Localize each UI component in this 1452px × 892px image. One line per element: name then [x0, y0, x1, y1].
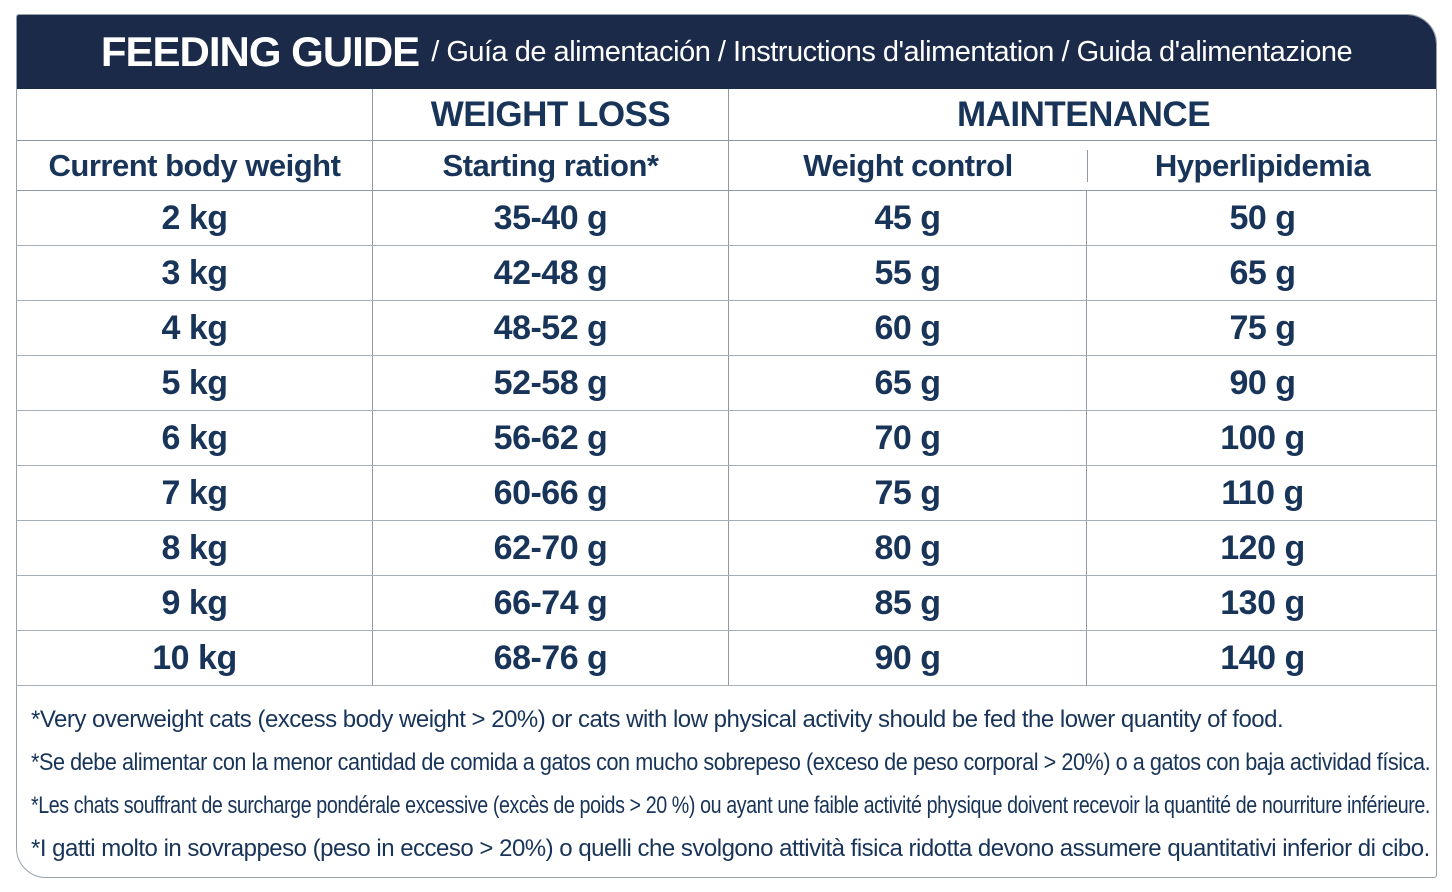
table-body: 2 kg 35-40 g 45 g 50 g 3 kg 42-48 g 55 g… — [17, 191, 1436, 686]
table-cell-body-weight: 9 kg — [17, 576, 373, 630]
table-cell-body-weight: 6 kg — [17, 411, 373, 465]
table-cell-body-weight: 3 kg — [17, 246, 373, 300]
title-bar: FEEDING GUIDE / Guía de alimentación / I… — [17, 15, 1436, 89]
table-cell-starting-ration: 62-70 g — [373, 521, 729, 575]
table-cell-weight-control: 45 g — [729, 191, 1087, 245]
column-header-starting-ration: Starting ration* — [373, 141, 729, 190]
table-cell-hyperlipidemia: 140 g — [1220, 639, 1305, 677]
table-row: 2 kg 35-40 g 45 g 50 g — [17, 191, 1436, 246]
table-row: 4 kg 48-52 g 60 g 75 g — [17, 301, 1436, 356]
table-cell-body-weight: 10 kg — [17, 631, 373, 685]
group-header-blank — [17, 89, 373, 140]
table-row: 3 kg 42-48 g 55 g 65 g — [17, 246, 1436, 301]
table-cell-weight-control: 65 g — [729, 356, 1087, 410]
table-cell-body-weight: 7 kg — [17, 466, 373, 520]
table-cell-weight-control: 75 g — [729, 466, 1087, 520]
table-cell-hyperlipidemia: 50 g — [1229, 199, 1296, 237]
table-cell-hyperlipidemia: 75 g — [1229, 309, 1296, 347]
table-row: 6 kg 56-62 g 70 g 100 g — [17, 411, 1436, 466]
column-header-row: Current body weight Starting ration* Wei… — [17, 141, 1436, 191]
footnote-line-es: *Se debe alimentar con la menor cantidad… — [31, 749, 1431, 776]
table-cell-hyperlipidemia: 100 g — [1220, 419, 1305, 457]
table-cell-weight-control: 80 g — [729, 521, 1087, 575]
group-header-maintenance: MAINTENANCE — [956, 95, 1211, 134]
table-cell-hyperlipidemia: 120 g — [1220, 529, 1305, 567]
table-cell-starting-ration: 48-52 g — [373, 301, 729, 355]
feeding-guide-subtitle: / Guía de alimentación / Instructions d'… — [431, 35, 1353, 68]
table-cell-body-weight: 8 kg — [17, 521, 373, 575]
table-cell-hyperlipidemia: 110 g — [1221, 474, 1304, 512]
column-header-weight-control: Weight control — [803, 148, 1013, 183]
table-cell-weight-control: 85 g — [729, 576, 1087, 630]
table-cell-starting-ration: 42-48 g — [373, 246, 729, 300]
table-cell-weight-control: 55 g — [729, 246, 1087, 300]
table-cell-starting-ration: 35-40 g — [373, 191, 729, 245]
table-cell-starting-ration: 66-74 g — [373, 576, 729, 630]
table-row: 8 kg 62-70 g 80 g 120 g — [17, 521, 1436, 576]
table-cell-starting-ration: 56-62 g — [373, 411, 729, 465]
table-row: 9 kg 66-74 g 85 g 130 g — [17, 576, 1436, 631]
table-row: 7 kg 60-66 g 75 g 110 g — [17, 466, 1436, 521]
table-cell-body-weight: 2 kg — [17, 191, 373, 245]
table-cell-starting-ration: 60-66 g — [373, 466, 729, 520]
footnote-line-it: *I gatti molto in sovrappeso (peso in ec… — [31, 835, 1430, 862]
table-cell-weight-control: 90 g — [729, 631, 1087, 685]
footnote-line-fr: *Les chats souffrant de surcharge pondér… — [31, 792, 1430, 819]
footnotes: *Very overweight cats (excess body weigh… — [17, 686, 1436, 870]
group-header-weight-loss: WEIGHT LOSS — [373, 89, 729, 140]
table-cell-body-weight: 5 kg — [17, 356, 373, 410]
feeding-guide-card: FEEDING GUIDE / Guía de alimentación / I… — [16, 14, 1437, 878]
table-cell-weight-control: 60 g — [729, 301, 1087, 355]
feeding-guide-title: FEEDING GUIDE — [100, 28, 420, 75]
table-row: 10 kg 68-76 g 90 g 140 g — [17, 631, 1436, 686]
table-cell-hyperlipidemia: 65 g — [1229, 254, 1296, 292]
table-cell-body-weight: 4 kg — [17, 301, 373, 355]
table-cell-hyperlipidemia: 90 g — [1229, 364, 1296, 402]
column-header-hyperlipidemia: Hyperlipidemia — [1087, 141, 1436, 190]
group-header-row: WEIGHT LOSS MAINTENANCE — [17, 89, 1436, 141]
column-header-current-body-weight: Current body weight — [17, 141, 373, 190]
table-cell-hyperlipidemia: 130 g — [1220, 584, 1305, 622]
table-cell-weight-control: 70 g — [729, 411, 1087, 465]
table-row: 5 kg 52-58 g 65 g 90 g — [17, 356, 1436, 411]
footnote-line-en: *Very overweight cats (excess body weigh… — [31, 706, 1284, 733]
table-cell-starting-ration: 68-76 g — [373, 631, 729, 685]
table-cell-starting-ration: 52-58 g — [373, 356, 729, 410]
